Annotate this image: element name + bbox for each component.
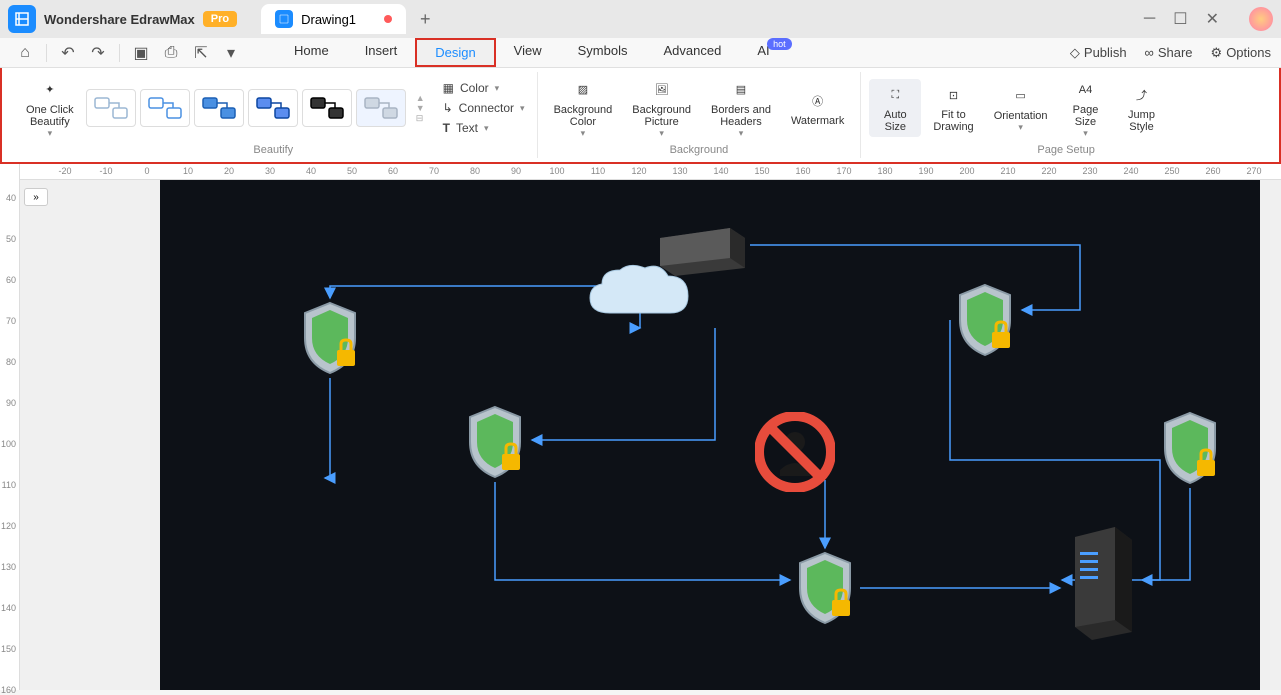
group-label-pagesetup: Page Setup xyxy=(869,144,1263,158)
bg-btn-3[interactable]: ⒶWatermark xyxy=(783,85,852,131)
sparkle-icon: ✦ xyxy=(45,78,54,102)
menu-advanced[interactable]: Advanced xyxy=(645,38,739,67)
minimize-button[interactable]: ─ xyxy=(1144,10,1155,28)
menu-insert[interactable]: Insert xyxy=(347,38,416,67)
workspace: 405060708090100110120130140150160 -10-20… xyxy=(0,164,1281,690)
node-shield1[interactable] xyxy=(295,298,365,383)
autosize-icon: ⛶ xyxy=(891,83,899,107)
grid-icon: ▦ xyxy=(443,81,454,95)
group-label-beautify: Beautify xyxy=(18,144,529,158)
titlebar: Wondershare EdrawMax Pro Drawing1 + ─ ☐ … xyxy=(0,0,1281,38)
style-swatch-3[interactable] xyxy=(248,89,298,127)
export-icon[interactable]: ⇱ xyxy=(188,40,214,66)
publish-button[interactable]: ◇ Publish xyxy=(1070,45,1127,61)
vertical-ruler: 405060708090100110120130140150160 xyxy=(0,164,20,690)
bg-btn-0[interactable]: ▨Background Color▾ xyxy=(546,74,621,143)
bg-btn-2[interactable]: ▤Borders and Headers▾ xyxy=(703,74,779,143)
panel-toggle[interactable]: » xyxy=(24,188,48,206)
node-shield2[interactable] xyxy=(460,402,530,487)
node-shield4[interactable] xyxy=(1155,408,1225,493)
orient-icon: ▭ xyxy=(1015,84,1025,108)
node-shield3[interactable] xyxy=(950,280,1020,365)
menu-design[interactable]: Design xyxy=(415,38,495,67)
bg-btn-1[interactable]: 🖼Background Picture▾ xyxy=(624,74,699,143)
maximize-button[interactable]: ☐ xyxy=(1173,9,1187,29)
ps-btn-4[interactable]: ⤴Jump Style xyxy=(1116,79,1168,137)
text-icon: T xyxy=(443,121,450,135)
menu-ai[interactable]: AI xyxy=(739,38,787,67)
tab-logo-icon xyxy=(275,10,293,28)
style-swatch-4[interactable] xyxy=(302,89,352,127)
style-swatch-1[interactable] xyxy=(140,89,190,127)
node-ban[interactable] xyxy=(755,412,835,497)
ps-btn-2[interactable]: ▭Orientation▾ xyxy=(986,80,1056,137)
more-icon[interactable]: ▾ xyxy=(218,40,244,66)
horizontal-ruler: -10-200102030405060708090100110120130140… xyxy=(20,164,1281,180)
menu-bar: Home Insert Design View Symbols Advanced… xyxy=(276,38,788,67)
text-dropdown[interactable]: TText▾ xyxy=(439,119,529,137)
drawing-page[interactable] xyxy=(160,180,1260,690)
bgpic-icon: 🖼 xyxy=(655,78,669,102)
undo-icon[interactable]: ↶ xyxy=(55,40,81,66)
connector-dropdown[interactable]: ↳Connector▾ xyxy=(439,99,529,117)
styles-down[interactable]: ▼ xyxy=(416,103,425,113)
menu-symbols[interactable]: Symbols xyxy=(560,38,646,67)
one-click-beautify-button[interactable]: ✦ One Click Beautify ▾ xyxy=(18,74,82,143)
tab-title: Drawing1 xyxy=(301,12,356,27)
node-cloud[interactable] xyxy=(580,258,700,333)
pro-badge: Pro xyxy=(203,11,237,27)
group-label-background: Background xyxy=(546,144,853,158)
add-tab-button[interactable]: + xyxy=(420,9,431,30)
print-icon[interactable]: ⎙ xyxy=(158,40,184,66)
app-logo xyxy=(8,5,36,33)
borders-icon: ▤ xyxy=(736,78,746,102)
share-button[interactable]: ∞ Share xyxy=(1145,45,1193,60)
node-server_tower[interactable] xyxy=(1060,522,1140,647)
ps-btn-1[interactable]: ⊡Fit to Drawing xyxy=(925,79,981,137)
connector-icon: ↳ xyxy=(443,101,453,115)
menu-view[interactable]: View xyxy=(496,38,560,67)
fit-icon: ⊡ xyxy=(949,83,958,107)
style-swatch-5[interactable] xyxy=(356,89,406,127)
tab-dirty-indicator xyxy=(384,15,392,23)
save-icon[interactable]: ▣ xyxy=(128,40,154,66)
styles-up[interactable]: ▲ xyxy=(416,93,425,103)
canvas[interactable] xyxy=(20,180,1281,690)
menu-home[interactable]: Home xyxy=(276,38,347,67)
design-ribbon: ✦ One Click Beautify ▾ ▲ ▼ ⊟ ▦Color▾ ↳Co… xyxy=(0,68,1281,164)
ps-btn-3[interactable]: A4Page Size▾ xyxy=(1060,74,1112,143)
toolbar: ⌂ ↶ ↷ ▣ ⎙ ⇱ ▾ Home Insert Design View Sy… xyxy=(0,38,1281,68)
styles-more[interactable]: ⊟ xyxy=(416,113,425,124)
document-tab[interactable]: Drawing1 xyxy=(261,4,406,34)
style-swatch-2[interactable] xyxy=(194,89,244,127)
user-avatar[interactable] xyxy=(1249,7,1273,31)
watermark-icon: Ⓐ xyxy=(812,89,823,113)
node-shield5[interactable] xyxy=(790,548,860,633)
app-name: Wondershare EdrawMax xyxy=(44,12,195,27)
options-button[interactable]: ⚙ Options xyxy=(1211,45,1271,61)
close-button[interactable]: ✕ xyxy=(1206,9,1219,29)
jump-icon: ⤴ xyxy=(1136,83,1147,107)
color-dropdown[interactable]: ▦Color▾ xyxy=(439,79,529,97)
bgcolor-icon: ▨ xyxy=(578,78,588,102)
ps-btn-0[interactable]: ⛶Auto Size xyxy=(869,79,921,137)
pagesize-icon: A4 xyxy=(1079,78,1092,102)
redo-icon[interactable]: ↷ xyxy=(85,40,111,66)
style-swatch-0[interactable] xyxy=(86,89,136,127)
home-icon[interactable]: ⌂ xyxy=(12,40,38,66)
